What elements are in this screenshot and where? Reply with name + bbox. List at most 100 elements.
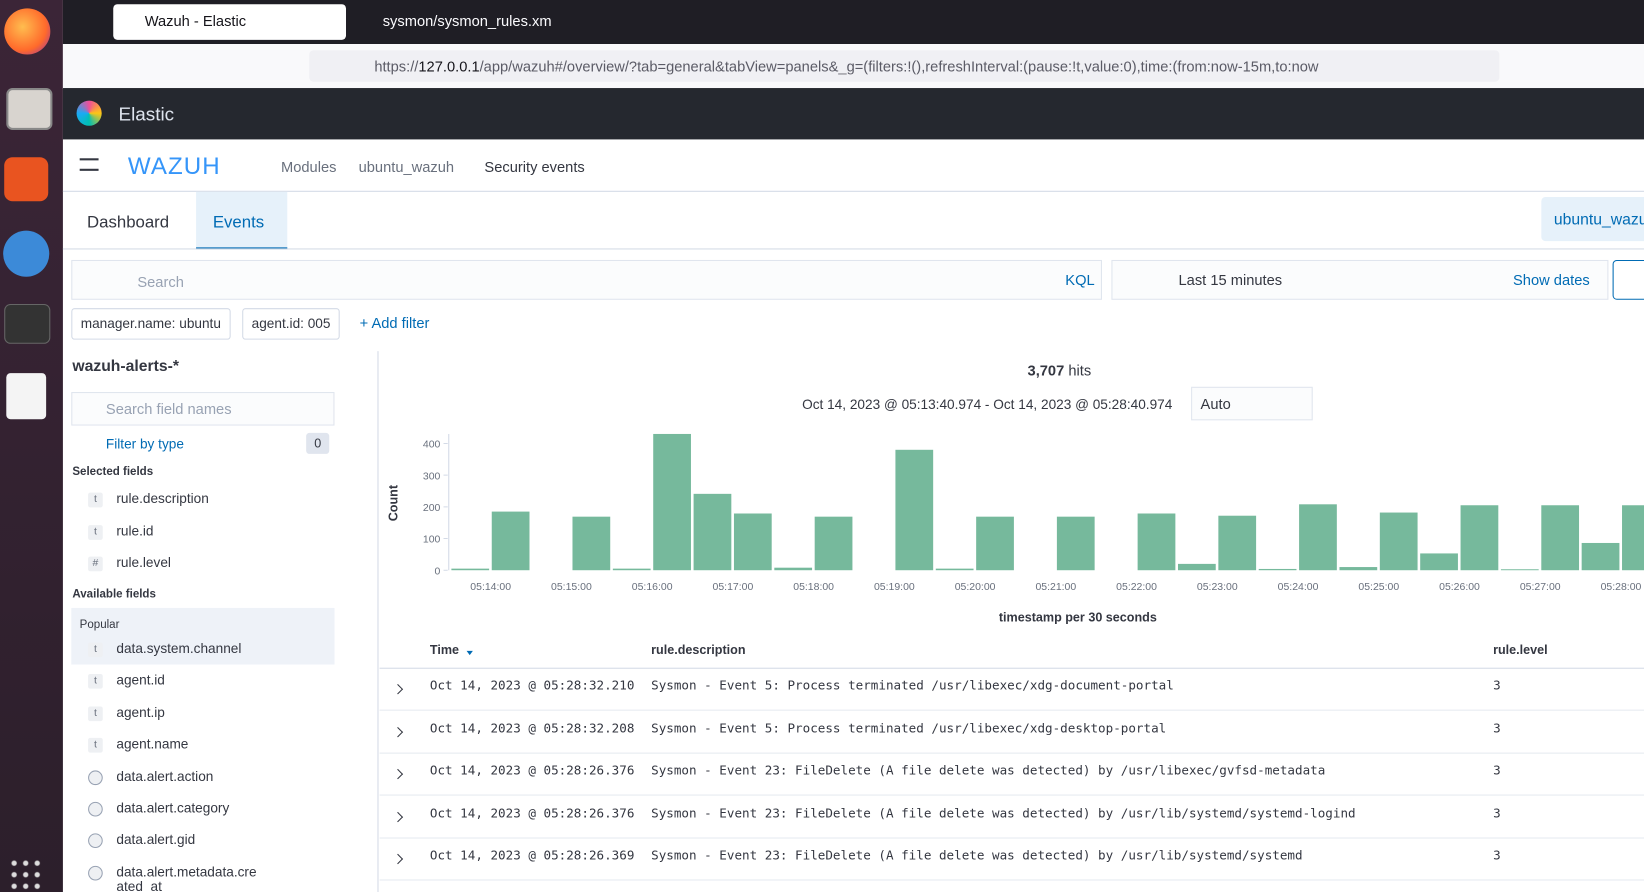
add-filter[interactable]: + Add filter [359, 314, 430, 332]
field-type-icon: t [88, 674, 103, 690]
bar [572, 516, 611, 571]
url-path: /app/wazuh#/overview/?tab=general&tabVie… [479, 57, 1319, 75]
expand-toggle[interactable] [392, 726, 404, 737]
refresh-button[interactable] [1612, 259, 1644, 300]
x-tick-label: 05:25:00 [1358, 582, 1399, 593]
field-name[interactable]: data.system.channel [116, 640, 242, 657]
x-axis-label: timestamp per 30 seconds [999, 611, 1157, 625]
field-name[interactable]: rule.id [116, 522, 154, 539]
dock-software[interactable] [4, 157, 49, 202]
tabs-divider [62, 248, 1644, 250]
x-tick-label: 05:14:00 [470, 582, 511, 593]
field-name[interactable]: data.alert.gid [116, 831, 196, 848]
column-header: rule.description [651, 642, 746, 658]
interval-value: Auto [1200, 395, 1231, 412]
filter-pill[interactable]: agent.id: 005 [242, 308, 340, 340]
bar [451, 568, 490, 571]
y-tick-label: 0 [435, 566, 441, 577]
x-tick-label: 05:26:00 [1439, 582, 1480, 593]
field-type-icon [88, 833, 103, 849]
dock-editor[interactable] [6, 373, 47, 420]
x-tick-label: 05:22:00 [1116, 582, 1157, 593]
bar [1299, 504, 1337, 571]
table-cell: Oct 14, 2023 @ 05:28:32.208 [429, 720, 635, 736]
bar [733, 513, 772, 571]
table-cell: 3 [1493, 847, 1501, 863]
menu-button[interactable] [79, 158, 99, 171]
expand-toggle[interactable] [392, 811, 404, 822]
histogram: 0 100 200 300 400 Count timestamp per 30 secon… [386, 433, 1644, 625]
tab[interactable]: Events [212, 213, 265, 232]
field-type-icon: # [88, 556, 103, 572]
hits-count: 3,707 [1027, 361, 1065, 379]
breadcrumb-item: Security events [484, 158, 585, 176]
tab[interactable]: Dashboard [87, 213, 170, 232]
field-name[interactable]: rule.description [116, 490, 209, 507]
x-tick-label: 05:21:00 [1035, 582, 1076, 593]
bar [1339, 567, 1378, 571]
dock-firefox[interactable] [4, 8, 51, 55]
tab-active-bg [196, 191, 288, 250]
x-tick-label: 05:15:00 [551, 582, 592, 593]
url-field[interactable] [309, 50, 1500, 82]
expand-toggle[interactable] [392, 853, 404, 865]
agent-button[interactable] [1541, 197, 1644, 242]
field-name[interactable]: data.alert.category [116, 799, 230, 816]
table-cell: Sysmon - Event 23: FileDelete (A file de… [651, 847, 1303, 863]
field-name[interactable]: data.alert.metadata.created_at [116, 863, 257, 892]
field-type-icon [88, 865, 103, 881]
dock-apps[interactable] [8, 857, 42, 891]
bar [1420, 553, 1458, 571]
section-title: Selected fields [72, 465, 154, 478]
index-pattern[interactable]: wazuh-alerts-* [72, 357, 179, 376]
sidebar-divider [377, 351, 379, 892]
bar [1137, 513, 1176, 571]
section-title: Available fields [72, 588, 156, 601]
column-header: rule.level [1493, 642, 1548, 658]
time-picker[interactable] [1111, 259, 1609, 300]
y-tick-label: 300 [423, 471, 441, 482]
bar [1056, 516, 1095, 571]
hits: 3,707 hits [1028, 362, 1092, 379]
x-tick-label: 05:27:00 [1520, 582, 1561, 593]
breadcrumb-item[interactable]: ubuntu_wazuh [358, 158, 455, 176]
browser-tab-label: Wazuh - Elastic [144, 12, 247, 30]
browser-tab-active[interactable] [113, 4, 347, 40]
dock-files[interactable] [6, 88, 53, 130]
url-host: 127.0.0.1 [418, 57, 480, 75]
breadcrumb-item[interactable]: Modules [280, 158, 337, 176]
y-tick-label: 100 [423, 535, 441, 546]
filter-count: 0 [306, 432, 330, 454]
query-bar[interactable] [71, 259, 1102, 300]
field-search-placeholder: Search field names [105, 400, 232, 418]
expand-toggle[interactable] [392, 684, 404, 695]
field-name[interactable]: agent.ip [116, 704, 165, 720]
bar [1541, 505, 1580, 571]
wazuh-logo[interactable]: WAZUH [127, 151, 221, 180]
filter-by-type[interactable]: Filter by type [105, 436, 184, 452]
row-divider [379, 836, 1644, 839]
field-name[interactable]: agent.name [116, 736, 189, 752]
interval-select[interactable] [1191, 386, 1313, 421]
row-divider [379, 709, 1644, 711]
expand-toggle[interactable] [392, 768, 404, 780]
table-cell: Sysmon - Event 23: FileDelete (A file de… [651, 805, 1356, 821]
show-dates[interactable]: Show dates [1512, 271, 1590, 289]
filter-pill[interactable]: manager.name: ubuntu [71, 308, 231, 340]
field-name[interactable]: rule.level [116, 554, 171, 571]
query-language[interactable]: KQL [1065, 271, 1095, 289]
dock-help[interactable] [3, 230, 50, 277]
field-name[interactable]: agent.id [116, 672, 165, 689]
browser-tab-label[interactable]: sysmon/sysmon_rules.xm [382, 12, 552, 30]
dock-terminal[interactable] [4, 303, 51, 344]
field-search[interactable] [71, 392, 335, 426]
x-tick-label: 05:23:00 [1197, 582, 1238, 593]
field-name[interactable]: data.alert.action [116, 767, 214, 784]
bar [814, 516, 853, 571]
table-cell: Oct 14, 2023 @ 05:28:32.210 [429, 678, 635, 693]
table-cell: Oct 14, 2023 @ 05:28:26.376 [429, 763, 635, 778]
agent-button-label: ubuntu_wazu [1553, 210, 1644, 229]
y-axis-label: Count [386, 484, 400, 521]
